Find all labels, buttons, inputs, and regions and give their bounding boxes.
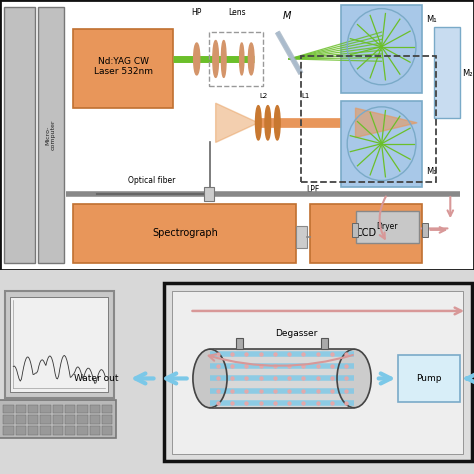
Text: LPF: LPF: [306, 185, 319, 193]
Polygon shape: [216, 103, 258, 143]
FancyBboxPatch shape: [53, 426, 63, 435]
Ellipse shape: [255, 106, 261, 140]
Ellipse shape: [213, 41, 219, 77]
FancyBboxPatch shape: [321, 338, 328, 349]
FancyBboxPatch shape: [5, 291, 114, 398]
Text: HP: HP: [191, 8, 202, 17]
FancyBboxPatch shape: [0, 0, 474, 270]
FancyBboxPatch shape: [40, 426, 51, 435]
FancyBboxPatch shape: [73, 204, 296, 263]
Text: Optical fiber: Optical fiber: [128, 176, 175, 185]
Text: CCD: CCD: [356, 228, 376, 238]
FancyBboxPatch shape: [398, 356, 460, 401]
FancyBboxPatch shape: [28, 415, 38, 424]
FancyBboxPatch shape: [16, 405, 26, 413]
Text: Nd:YAG CW
Laser 532nm: Nd:YAG CW Laser 532nm: [94, 56, 153, 76]
Text: L1: L1: [301, 93, 310, 99]
FancyBboxPatch shape: [65, 405, 75, 413]
FancyBboxPatch shape: [77, 426, 88, 435]
FancyBboxPatch shape: [73, 29, 173, 108]
Text: Water out: Water out: [74, 374, 118, 383]
Ellipse shape: [239, 43, 244, 75]
FancyBboxPatch shape: [3, 426, 14, 435]
FancyBboxPatch shape: [422, 222, 428, 237]
FancyBboxPatch shape: [356, 211, 419, 243]
Text: Micro-
computer: Micro- computer: [46, 120, 56, 150]
FancyBboxPatch shape: [28, 405, 38, 413]
FancyBboxPatch shape: [3, 405, 14, 413]
Polygon shape: [356, 108, 417, 137]
FancyBboxPatch shape: [102, 426, 112, 435]
Text: Lens: Lens: [228, 8, 246, 17]
Ellipse shape: [194, 43, 200, 75]
Ellipse shape: [265, 106, 271, 140]
FancyBboxPatch shape: [53, 415, 63, 424]
FancyBboxPatch shape: [90, 426, 100, 435]
FancyBboxPatch shape: [341, 100, 422, 187]
FancyBboxPatch shape: [65, 415, 75, 424]
Text: M₁: M₁: [426, 167, 437, 176]
FancyArrowPatch shape: [209, 355, 353, 366]
FancyBboxPatch shape: [10, 297, 108, 392]
FancyBboxPatch shape: [102, 405, 112, 413]
FancyBboxPatch shape: [434, 27, 460, 118]
FancyBboxPatch shape: [236, 338, 243, 349]
Text: M₁: M₁: [426, 15, 437, 24]
FancyBboxPatch shape: [0, 400, 116, 438]
Text: Dryer: Dryer: [376, 222, 398, 231]
FancyBboxPatch shape: [164, 283, 472, 461]
FancyBboxPatch shape: [204, 187, 214, 201]
FancyBboxPatch shape: [28, 426, 38, 435]
FancyBboxPatch shape: [90, 415, 100, 424]
FancyBboxPatch shape: [310, 204, 422, 263]
FancyBboxPatch shape: [102, 415, 112, 424]
FancyBboxPatch shape: [352, 222, 358, 237]
Text: M₂: M₂: [462, 69, 472, 78]
FancyBboxPatch shape: [90, 405, 100, 413]
FancyBboxPatch shape: [341, 5, 422, 93]
Ellipse shape: [337, 349, 371, 408]
Ellipse shape: [248, 43, 254, 75]
FancyBboxPatch shape: [40, 415, 51, 424]
FancyBboxPatch shape: [77, 415, 88, 424]
FancyBboxPatch shape: [172, 291, 463, 454]
Ellipse shape: [193, 349, 227, 408]
Ellipse shape: [221, 41, 226, 77]
FancyBboxPatch shape: [16, 426, 26, 435]
Text: $\mathit{M}$: $\mathit{M}$: [282, 9, 292, 21]
Ellipse shape: [274, 106, 280, 140]
FancyBboxPatch shape: [296, 226, 307, 248]
FancyBboxPatch shape: [3, 415, 14, 424]
FancyBboxPatch shape: [77, 405, 88, 413]
FancyBboxPatch shape: [53, 405, 63, 413]
FancyBboxPatch shape: [4, 8, 35, 263]
FancyBboxPatch shape: [38, 8, 64, 263]
FancyBboxPatch shape: [16, 415, 26, 424]
FancyBboxPatch shape: [65, 426, 75, 435]
Text: Spectrograph: Spectrograph: [152, 228, 218, 238]
Text: L2: L2: [259, 93, 267, 99]
Text: Degasser: Degasser: [275, 329, 318, 338]
FancyBboxPatch shape: [40, 405, 51, 413]
FancyBboxPatch shape: [210, 349, 354, 408]
Text: Pump: Pump: [416, 374, 442, 383]
